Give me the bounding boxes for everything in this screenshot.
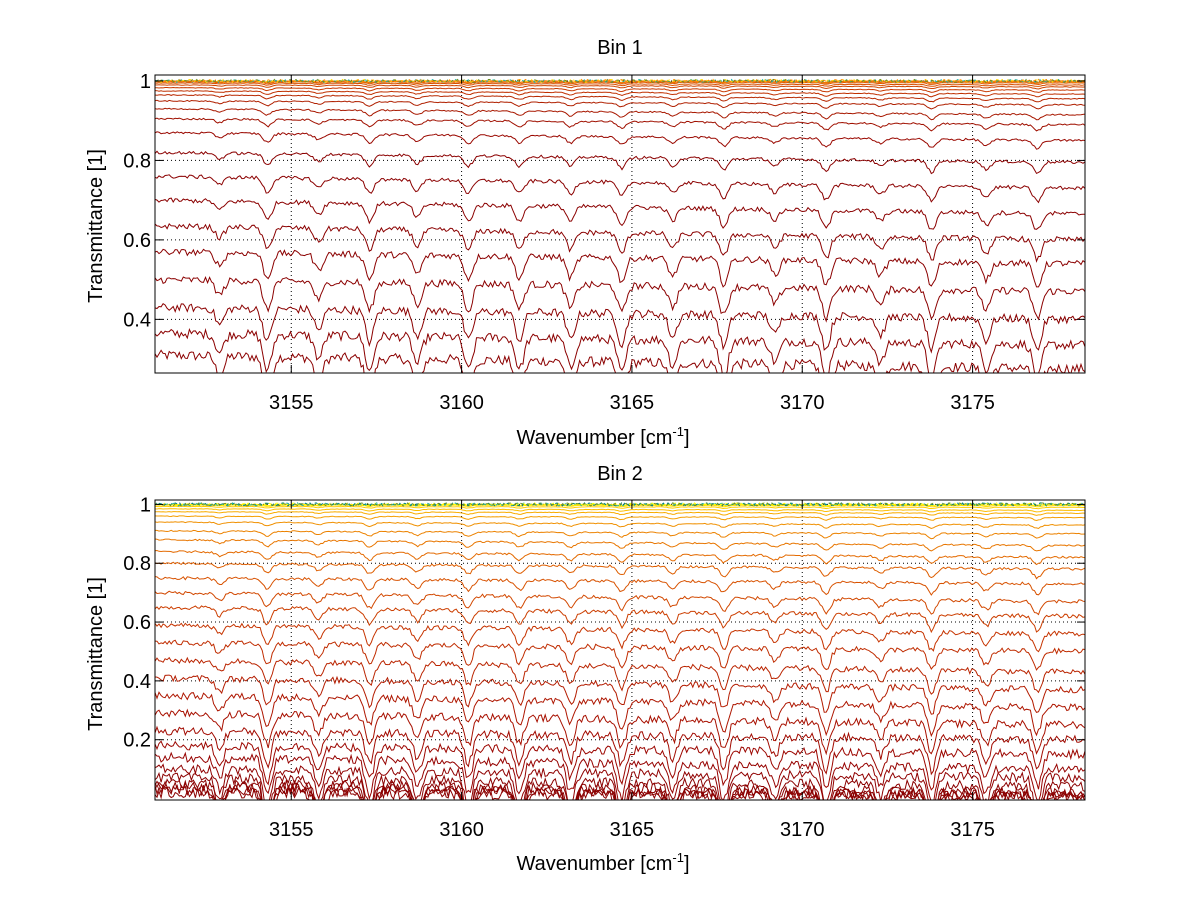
- y-tick-label: 1: [140, 71, 151, 93]
- y-tick-label: 0.4: [123, 309, 151, 331]
- y-tick-label: 0.6: [123, 612, 151, 634]
- x-axis-label-tail: ]: [684, 853, 690, 875]
- x-tick-label: 3160: [439, 819, 484, 841]
- series-line: [155, 656, 1085, 695]
- series-line: [155, 349, 1085, 373]
- y-tick-label: 0.8: [123, 150, 151, 172]
- y-axis-label: Transmittance [1]: [85, 577, 107, 731]
- series-line: [155, 725, 1085, 776]
- series-line: [155, 763, 1085, 800]
- series-line: [155, 107, 1085, 121]
- series-line: [155, 90, 1085, 98]
- y-tick-label: 1: [140, 494, 151, 516]
- x-axis-label-exponent: -1: [672, 424, 684, 439]
- series-line: [155, 84, 1085, 90]
- series-line: [155, 538, 1085, 552]
- x-tick-label: 3170: [780, 819, 825, 841]
- series-line: [155, 248, 1085, 288]
- x-axis-label: Wavenumber [cm-1]: [516, 850, 689, 875]
- x-tick-label: 3165: [610, 392, 655, 414]
- series-line: [155, 505, 1085, 510]
- saturated-series-line: [155, 501, 1085, 507]
- x-tick-label: 3175: [950, 392, 995, 414]
- x-tick-label: 3175: [950, 819, 995, 841]
- saturated-series-line: [155, 501, 1085, 507]
- x-tick-label: 3160: [439, 392, 484, 414]
- series-line: [155, 131, 1085, 150]
- x-tick-label: 3170: [780, 392, 825, 414]
- plot-title: Bin 2: [597, 463, 643, 485]
- plot-title: Bin 1: [597, 37, 643, 59]
- y-tick-label: 0.8: [123, 553, 151, 575]
- series-line: [155, 674, 1085, 715]
- series-line: [155, 117, 1085, 132]
- series-line: [155, 740, 1085, 791]
- series-line: [155, 80, 1085, 84]
- series-line: [155, 94, 1085, 103]
- series-line: [155, 622, 1085, 653]
- series-line: [155, 780, 1085, 800]
- series-line: [155, 549, 1085, 566]
- x-axis-label-main: Wavenumber [cm: [516, 427, 672, 449]
- series-line: [155, 327, 1085, 373]
- series-line: [155, 174, 1085, 204]
- grid: [155, 500, 1085, 800]
- x-axis-label-exponent: -1: [672, 850, 684, 865]
- bin-1-plot: Bin 1 Wavenumber [cm-1] Transmittance [1…: [85, 37, 1086, 449]
- y-tick-label: 0.6: [123, 230, 151, 252]
- series-line: [155, 708, 1085, 756]
- series-line: [155, 511, 1085, 516]
- x-axis-label-main: Wavenumber [cm: [516, 853, 672, 875]
- axes-box: [154, 74, 1086, 374]
- series-line: [155, 590, 1085, 616]
- series-line: [155, 276, 1085, 323]
- series-line: [155, 691, 1085, 738]
- series-line: [155, 223, 1085, 263]
- series-line: [155, 605, 1085, 634]
- axes-box: [154, 499, 1086, 801]
- grid: [155, 75, 1085, 373]
- series-line: [155, 639, 1085, 671]
- y-tick-label: 0.4: [123, 671, 151, 693]
- x-tick-label: 3155: [269, 819, 314, 841]
- series-line: [155, 508, 1085, 513]
- series-line: [155, 751, 1085, 800]
- x-tick-label: 3155: [269, 392, 314, 414]
- x-axis-label-tail: ]: [684, 427, 690, 449]
- y-tick-label: 0.2: [123, 730, 151, 752]
- series-line: [155, 561, 1085, 580]
- series-line: [155, 576, 1085, 596]
- saturated-series-line: [155, 501, 1085, 507]
- series-line: [155, 521, 1085, 530]
- y-axis-label: Transmittance [1]: [85, 149, 107, 303]
- series-group: [155, 501, 1085, 800]
- series-line: [155, 303, 1085, 354]
- series-line: [155, 515, 1085, 522]
- series-line: [155, 99, 1085, 110]
- series-line: [155, 529, 1085, 540]
- series-line: [155, 778, 1085, 800]
- series-line: [155, 82, 1085, 87]
- x-axis-label: Wavenumber [cm-1]: [516, 424, 689, 449]
- series-group: [155, 78, 1085, 373]
- series-line: [155, 86, 1085, 93]
- series-line: [155, 197, 1085, 230]
- series-line: [155, 771, 1085, 800]
- series-line: [155, 81, 1085, 86]
- series-line: [155, 150, 1085, 175]
- x-tick-label: 3165: [610, 819, 655, 841]
- bin-2-plot: Bin 2 Wavenumber [cm-1] Transmittance [1…: [85, 463, 1086, 875]
